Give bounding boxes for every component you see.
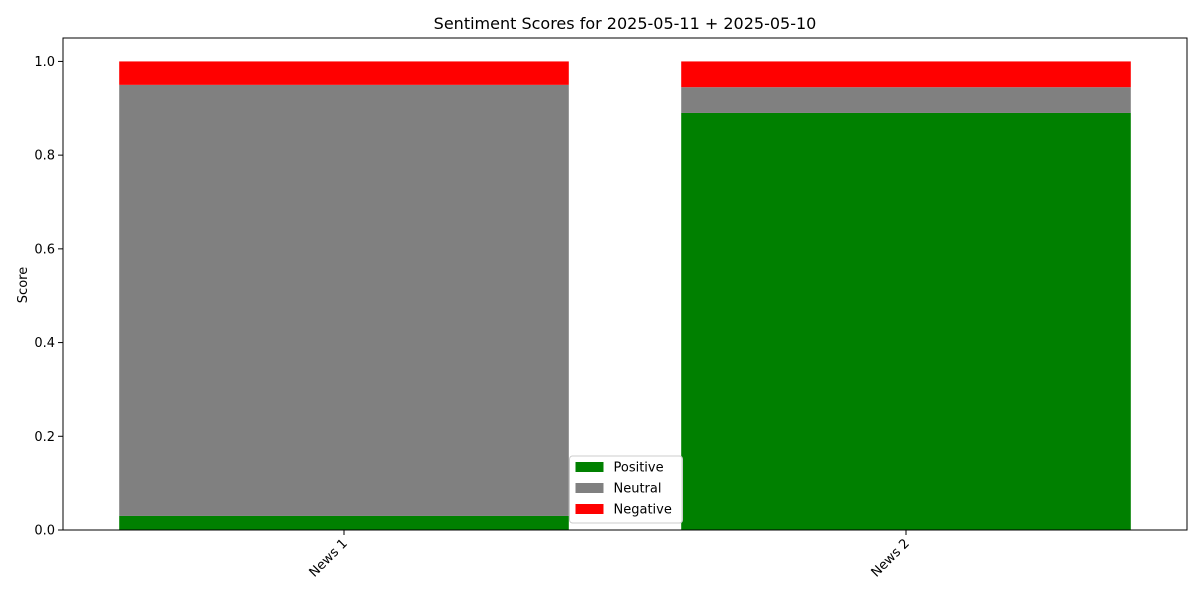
legend-label-positive: Positive [614, 461, 664, 476]
legend: Positive Neutral Negative [569, 455, 683, 524]
x-tick-label: News 2 [869, 536, 913, 580]
y-tick-label: 0.4 [34, 336, 55, 351]
y-tick-label: 0.0 [34, 524, 55, 539]
bar-positive-1 [119, 515, 569, 530]
y-tick-label: 0.6 [34, 242, 55, 257]
bar-positive-2 [681, 112, 1131, 530]
legend-swatch-positive [575, 462, 604, 472]
y-tick-label: 0.2 [34, 430, 55, 445]
legend-swatch-neutral [575, 483, 604, 493]
bar-neutral-1 [119, 84, 569, 516]
plot-frame [62, 37, 1188, 531]
legend-label-neutral: Neutral [614, 482, 662, 497]
bars-layer [119, 61, 1131, 530]
bar-neutral-2 [681, 87, 1131, 113]
x-tick-label: News 1 [307, 536, 351, 580]
bar-negative-2 [681, 61, 1131, 88]
legend-label-negative: Negative [614, 503, 672, 518]
legend-swatch-negative [575, 504, 604, 514]
chart-title: Sentiment Scores for 2025-05-11 + 2025-0… [434, 14, 817, 33]
y-tick-label: 1.0 [34, 55, 55, 70]
y-tick-label: 0.8 [34, 149, 55, 164]
bar-negative-1 [119, 61, 569, 85]
y-axis-label: Score [16, 267, 31, 303]
